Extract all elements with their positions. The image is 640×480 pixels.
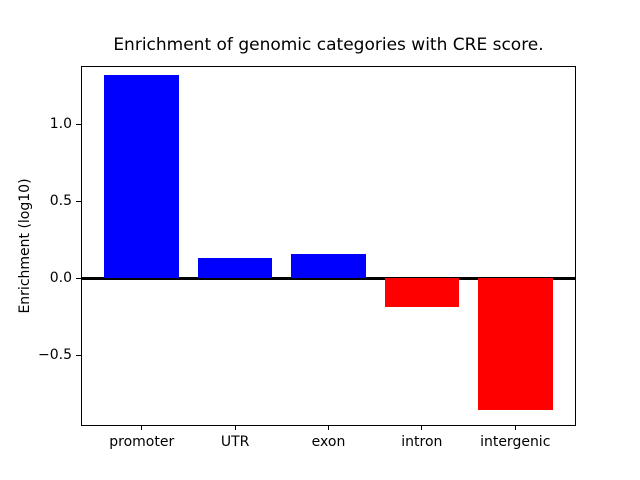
y-tick-label: 1.0: [49, 115, 72, 132]
y-tick-label: 0.0: [49, 269, 72, 286]
chart-title: Enrichment of genomic categories with CR…: [113, 35, 544, 55]
x-tick-exon: [328, 425, 329, 430]
y-tick: [76, 355, 81, 357]
bar-intron: [384, 278, 460, 307]
x-tick-promoter: [141, 425, 143, 430]
bar-UTR: [197, 257, 273, 279]
bar-exon: [291, 253, 366, 279]
x-tick-label-intron: intron: [401, 434, 443, 450]
plot-area: promoter UTR exon intron intergenic −0.5 0.0 0.…: [38, 66, 576, 450]
bar-intergenic: [477, 278, 553, 410]
zero-baseline: [82, 276, 575, 280]
x-tick-intron: [421, 425, 423, 430]
y-tick: [76, 277, 81, 279]
y-tick: [76, 200, 81, 202]
x-tick-UTR: [234, 425, 236, 430]
x-tick-intergenic: [514, 425, 516, 430]
bar-promoter: [104, 74, 180, 279]
x-tick-label-intergenic: intergenic: [480, 434, 551, 450]
x-tick-label-UTR: UTR: [220, 434, 250, 450]
y-tick: [76, 123, 81, 125]
y-tick-label: −0.5: [38, 347, 72, 364]
x-tick-label-exon: exon: [311, 434, 346, 450]
y-tick-label: 0.5: [49, 192, 72, 209]
x-tick-label-promoter: promoter: [109, 434, 175, 450]
